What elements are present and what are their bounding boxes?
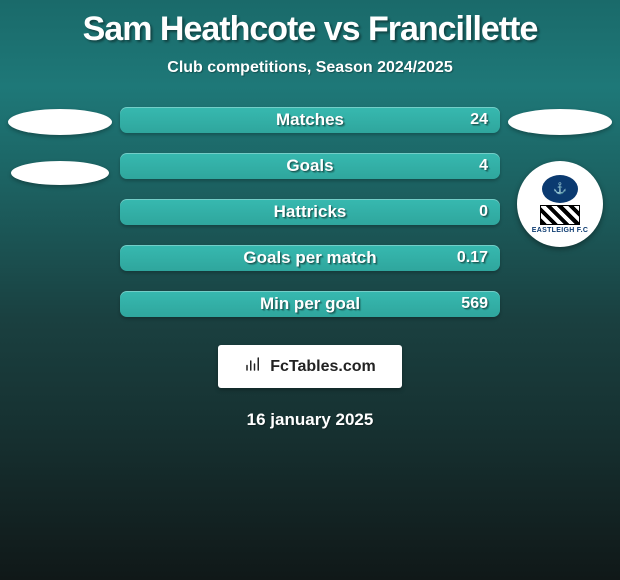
bar-chart-icon [244, 355, 262, 378]
stat-rows: Matches 24 Goals 4 Hattricks 0 Goals per… [120, 107, 500, 317]
stat-row-hattricks: Hattricks 0 [120, 199, 500, 225]
stat-value: 4 [479, 157, 488, 175]
stat-row-goals-per-match: Goals per match 0.17 [120, 245, 500, 271]
page-title: Sam Heathcote vs Francillette [83, 10, 538, 49]
stat-value: 0.17 [457, 249, 488, 267]
stat-label: Goals [286, 156, 333, 176]
brand-watermark: FcTables.com [218, 345, 402, 388]
stat-label: Matches [276, 110, 344, 130]
stat-row-goals: Goals 4 [120, 153, 500, 179]
stat-value: 569 [461, 295, 488, 313]
stat-row-matches: Matches 24 [120, 107, 500, 133]
page-subtitle: Club competitions, Season 2024/2025 [167, 59, 452, 77]
comparison-card: Sam Heathcote vs Francillette Club compe… [0, 0, 620, 580]
left-badge-placeholder [11, 161, 109, 185]
badge-checker-icon [540, 205, 580, 225]
stat-row-min-per-goal: Min per goal 569 [120, 291, 500, 317]
stats-grid: Matches 24 Goals 4 Hattricks 0 Goals per… [0, 107, 620, 317]
stat-label: Goals per match [243, 248, 376, 268]
stat-value: 0 [479, 203, 488, 221]
badge-crest-icon: ⚓ [542, 175, 578, 203]
footer-date: 16 january 2025 [247, 410, 374, 430]
stat-label: Min per goal [260, 294, 360, 314]
right-side: ⚓ EASTLEIGH F.C [500, 107, 620, 247]
right-badge-placeholder [508, 109, 612, 135]
left-badge-placeholder [8, 109, 112, 135]
club-badge-eastleigh: ⚓ EASTLEIGH F.C [517, 161, 603, 247]
badge-club-label: EASTLEIGH F.C [532, 227, 588, 234]
stat-value: 24 [470, 111, 488, 129]
brand-text: FcTables.com [270, 358, 376, 376]
stat-label: Hattricks [274, 202, 347, 222]
left-side [0, 107, 120, 185]
